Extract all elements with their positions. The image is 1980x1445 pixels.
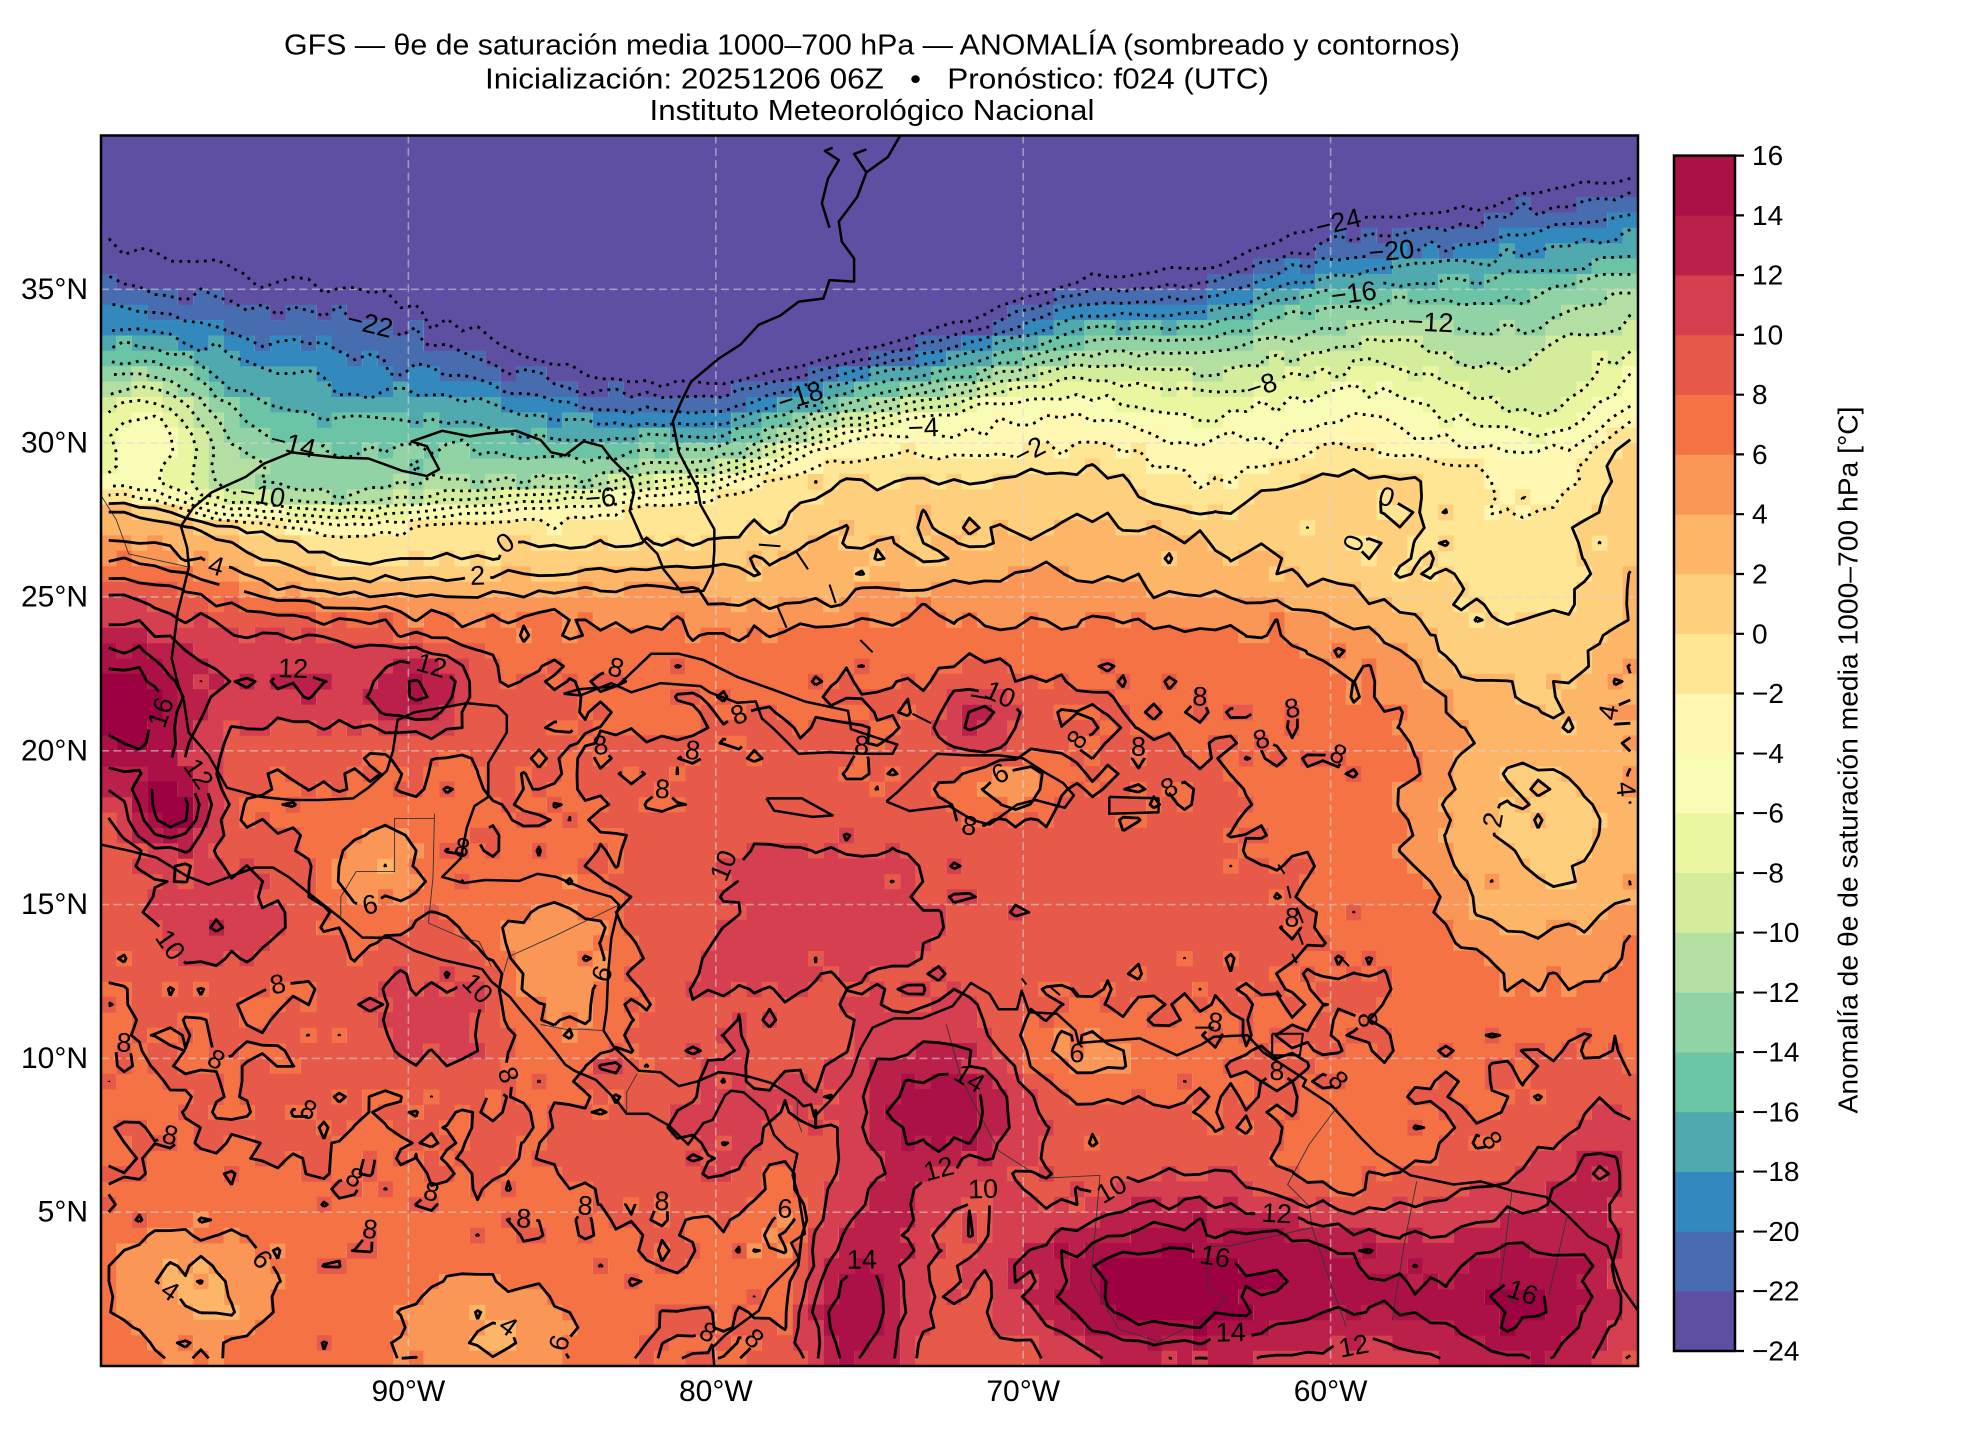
svg-text:6: 6 <box>543 1332 576 1354</box>
svg-text:0: 0 <box>1752 618 1768 649</box>
svg-text:8: 8 <box>1206 1006 1225 1038</box>
svg-text:70°W: 70°W <box>986 1375 1060 1408</box>
svg-text:16: 16 <box>1198 1239 1233 1274</box>
svg-text:4: 4 <box>1592 702 1624 722</box>
svg-text:8: 8 <box>1352 1010 1384 1030</box>
svg-text:8: 8 <box>516 1203 532 1234</box>
svg-text:4: 4 <box>1752 499 1768 530</box>
svg-text:8: 8 <box>361 1213 380 1245</box>
svg-text:35°N: 35°N <box>21 273 88 306</box>
svg-text:−2: −2 <box>1752 678 1784 709</box>
svg-text:8: 8 <box>1192 681 1209 712</box>
svg-text:Anomalía de θe de saturación m: Anomalía de θe de saturación media 1000–… <box>1833 407 1864 1114</box>
svg-text:8: 8 <box>853 730 870 761</box>
svg-text:8: 8 <box>159 1119 181 1152</box>
svg-text:2: 2 <box>1477 810 1509 830</box>
svg-text:8: 8 <box>654 774 671 805</box>
svg-text:−6: −6 <box>1752 798 1784 829</box>
svg-text:12: 12 <box>1752 260 1783 291</box>
svg-text:−12: −12 <box>1752 977 1800 1008</box>
svg-text:−18: −18 <box>1752 1156 1800 1187</box>
svg-text:2: 2 <box>470 560 486 590</box>
svg-text:6: 6 <box>1069 1038 1085 1069</box>
svg-text:6: 6 <box>777 1193 794 1224</box>
svg-text:2: 2 <box>1752 559 1768 590</box>
svg-text:GFS — θe de saturación media 1: GFS — θe de saturación media 1000–700 hP… <box>284 29 1460 62</box>
svg-text:8: 8 <box>267 968 289 1001</box>
svg-text:−6: −6 <box>584 482 617 514</box>
svg-text:8: 8 <box>1282 692 1303 724</box>
svg-text:−8: −8 <box>1752 857 1784 888</box>
svg-text:8: 8 <box>1269 1056 1284 1086</box>
svg-text:8: 8 <box>959 810 980 842</box>
svg-text:Instituto Meteorológico Nacion: Instituto Meteorológico Nacional <box>650 95 1095 127</box>
svg-text:8: 8 <box>421 1175 443 1208</box>
svg-text:−22: −22 <box>1752 1276 1800 1307</box>
svg-text:80°W: 80°W <box>679 1375 753 1408</box>
svg-text:10: 10 <box>1752 319 1783 350</box>
svg-text:−16: −16 <box>1752 1096 1800 1127</box>
svg-text:10: 10 <box>968 1174 999 1205</box>
svg-text:Inicialización: 20251206 06Z: Inicialización: 20251206 06Z • Pronóstic… <box>485 64 1269 96</box>
svg-text:−16: −16 <box>1329 275 1378 311</box>
svg-text:4: 4 <box>1610 780 1641 798</box>
svg-text:−20: −20 <box>1752 1216 1800 1247</box>
svg-text:30°N: 30°N <box>21 427 88 460</box>
svg-text:8: 8 <box>654 1186 670 1216</box>
svg-text:−12: −12 <box>1407 306 1454 338</box>
svg-text:12: 12 <box>1336 1329 1371 1364</box>
svg-text:8: 8 <box>1131 732 1146 762</box>
svg-text:8: 8 <box>1752 379 1768 410</box>
svg-text:8: 8 <box>1284 902 1301 933</box>
svg-text:14: 14 <box>1215 1317 1246 1348</box>
svg-text:8: 8 <box>577 1190 594 1221</box>
svg-text:−4: −4 <box>1752 738 1784 769</box>
svg-text:6: 6 <box>360 889 381 921</box>
svg-text:16: 16 <box>1752 140 1783 171</box>
svg-text:−14: −14 <box>1752 1037 1800 1068</box>
svg-text:8: 8 <box>116 1027 133 1058</box>
svg-text:8: 8 <box>683 735 701 767</box>
svg-text:12: 12 <box>920 1150 957 1187</box>
svg-text:25°N: 25°N <box>21 580 88 613</box>
svg-text:5°N: 5°N <box>38 1196 88 1229</box>
svg-text:10°N: 10°N <box>21 1042 88 1075</box>
svg-text:6: 6 <box>1752 439 1768 470</box>
svg-text:−24: −24 <box>1752 1336 1800 1367</box>
svg-text:90°W: 90°W <box>372 1375 446 1408</box>
svg-text:14: 14 <box>847 1244 877 1274</box>
svg-text:60°W: 60°W <box>1294 1375 1368 1408</box>
svg-text:12: 12 <box>278 653 309 684</box>
svg-text:14: 14 <box>1752 200 1783 231</box>
svg-text:−4: −4 <box>907 412 939 443</box>
svg-text:−20: −20 <box>1367 234 1415 268</box>
svg-text:8: 8 <box>591 730 610 762</box>
svg-text:8: 8 <box>452 831 473 863</box>
svg-text:15°N: 15°N <box>21 888 88 921</box>
svg-text:−10: −10 <box>1752 917 1800 948</box>
svg-text:20°N: 20°N <box>21 734 88 767</box>
svg-text:12: 12 <box>1261 1198 1293 1230</box>
